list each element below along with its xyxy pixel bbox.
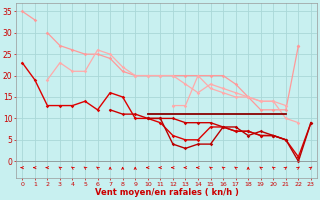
X-axis label: Vent moyen/en rafales ( kn/h ): Vent moyen/en rafales ( kn/h ) [95, 188, 238, 197]
